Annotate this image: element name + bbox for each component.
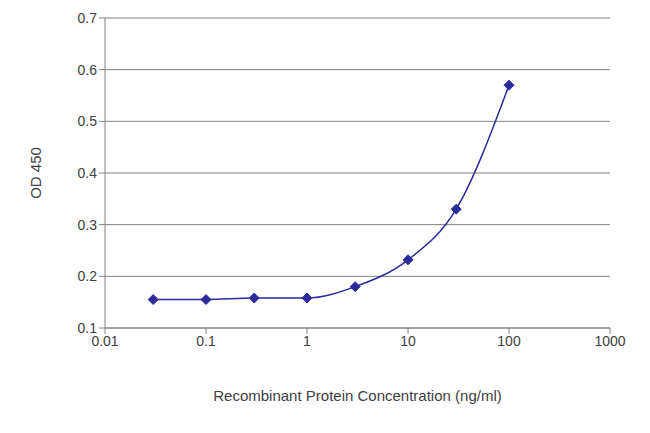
svg-text:1000: 1000 [594,333,625,349]
svg-text:0.1: 0.1 [78,320,98,336]
svg-text:10: 10 [400,333,416,349]
svg-text:Recombinant Protein Concentrat: Recombinant Protein Concentration (ng/ml… [213,387,501,404]
svg-text:0.3: 0.3 [78,217,98,233]
svg-text:100: 100 [497,333,521,349]
svg-text:OD 450: OD 450 [27,147,44,199]
svg-text:0.1: 0.1 [196,333,216,349]
svg-text:0.7: 0.7 [78,10,98,26]
svg-text:0.4: 0.4 [78,165,98,181]
svg-text:0.01: 0.01 [91,332,119,349]
svg-text:0.2: 0.2 [78,268,98,284]
svg-text:1: 1 [303,333,311,349]
svg-text:0.5: 0.5 [78,113,98,129]
svg-text:0.6: 0.6 [78,62,98,78]
